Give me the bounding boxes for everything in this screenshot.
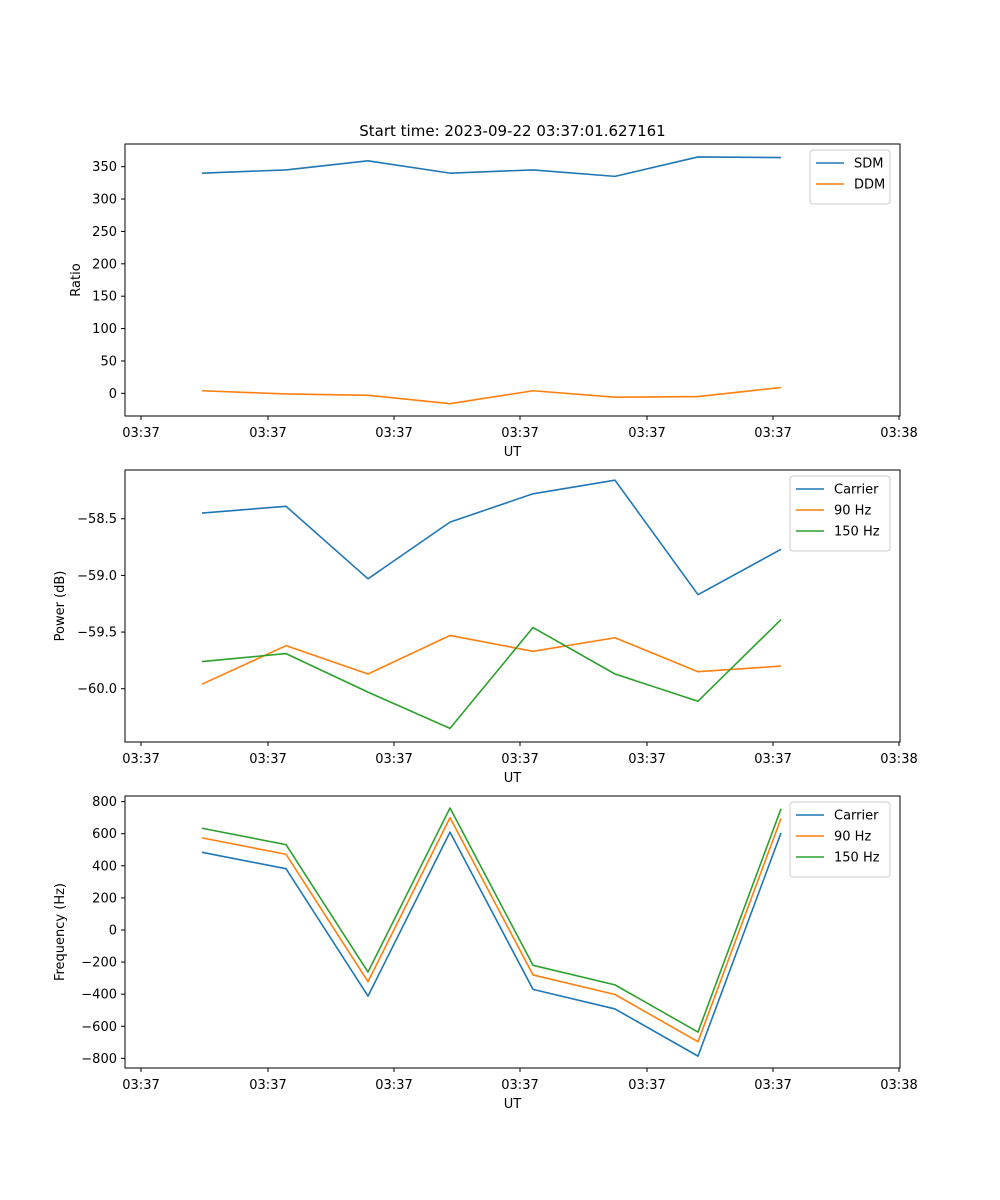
y-tick-label: 350 (92, 160, 117, 175)
legend-entry-label: 90 Hz (834, 504, 871, 519)
y-tick-label: 100 (92, 322, 117, 337)
x-tick-label: 03:37 (122, 1078, 159, 1093)
series-line-150-hz (201, 807, 782, 1033)
x-tick-label: 03:37 (628, 1078, 665, 1093)
y-tick-label: 50 (100, 354, 117, 369)
x-tick-label: 03:37 (122, 426, 159, 441)
y-tick-label: −58.5 (77, 512, 117, 527)
y-axis-label: Ratio (69, 263, 84, 296)
x-tick-label: 03:37 (249, 752, 286, 767)
x-tick-label: 03:38 (880, 426, 917, 441)
chart-panel-2: 03:37 03:37 03:37 03:37 03:37 03:37 03:38 UT −58… (53, 469, 918, 786)
x-tick-label: 03:37 (754, 752, 791, 767)
y-tick-label: −800 (81, 1052, 117, 1067)
x-tick-label: 03:37 (122, 752, 159, 767)
x-axis-label: UT (504, 1097, 522, 1112)
legend: Carrier 90 Hz 150 Hz (789, 801, 891, 878)
x-axis-label: UT (504, 445, 522, 460)
legend-box (789, 801, 891, 878)
series-line-carrier (201, 479, 782, 596)
legend-entry-label: DDM (854, 178, 885, 193)
x-tick-label: 03:38 (880, 752, 917, 767)
x-axis-label: UT (504, 771, 522, 786)
x-tick-label: 03:37 (754, 1078, 791, 1093)
y-tick-label: 250 (92, 225, 117, 240)
y-tick-label: 400 (92, 859, 117, 874)
x-tick-label: 03:38 (880, 1078, 917, 1093)
y-tick-label: 600 (92, 827, 117, 842)
series-line-sdm (201, 156, 782, 178)
legend-box (789, 475, 891, 552)
y-tick-label: 0 (109, 387, 117, 402)
y-axis-label: Frequency (Hz) (53, 883, 68, 981)
axes-frame (124, 795, 901, 1069)
y-tick-label: 0 (109, 923, 117, 938)
legend: SDM DDM (809, 149, 891, 205)
x-tick-label: 03:37 (375, 1078, 412, 1093)
x-tick-label: 03:37 (501, 1078, 538, 1093)
series-line-carrier (201, 831, 782, 1057)
series-line-90-hz (201, 634, 782, 685)
legend-entry-label: 90 Hz (834, 830, 871, 845)
x-tick-label: 03:37 (249, 426, 286, 441)
series-line-ddm (201, 386, 782, 405)
x-tick-label: 03:37 (501, 752, 538, 767)
x-tick-label: 03:37 (249, 1078, 286, 1093)
legend: Carrier 90 Hz 150 Hz (789, 475, 891, 552)
legend-entry-label: 150 Hz (834, 851, 880, 866)
y-tick-label: 150 (92, 290, 117, 305)
x-tick-label: 03:37 (628, 752, 665, 767)
y-tick-label: −59.0 (77, 569, 117, 584)
axes-frame (124, 143, 901, 417)
legend-entry-label: Carrier (834, 483, 879, 498)
x-tick-label: 03:37 (501, 426, 538, 441)
chart-panel-3: 03:37 03:37 03:37 03:37 03:37 03:37 03:38 UT 800… (53, 795, 918, 1112)
y-tick-label: −600 (81, 1020, 117, 1035)
x-tick-label: 03:37 (375, 426, 412, 441)
y-tick-label: 800 (92, 795, 117, 810)
y-tick-label: 300 (92, 193, 117, 208)
y-tick-label: 200 (92, 891, 117, 906)
axes-frame (124, 469, 901, 743)
x-tick-label: 03:37 (375, 752, 412, 767)
legend-entry-label: SDM (854, 157, 883, 172)
y-axis-label: Power (dB) (53, 571, 68, 642)
series-line-90-hz (201, 816, 782, 1043)
y-tick-label: −60.0 (77, 682, 117, 697)
x-tick-label: 03:37 (628, 426, 665, 441)
series-line-150-hz (201, 619, 782, 730)
legend-entry-label: Carrier (834, 809, 879, 824)
legend-entry-label: 150 Hz (834, 525, 880, 540)
chart-panel-1: Start time: 2023-09-22 03:37:01.62716103… (69, 122, 918, 460)
x-tick-label: 03:37 (754, 426, 791, 441)
chart-title: Start time: 2023-09-22 03:37:01.627161 (359, 122, 665, 140)
y-tick-label: −59.5 (77, 626, 117, 641)
y-tick-label: −200 (81, 956, 117, 971)
y-tick-label: 200 (92, 257, 117, 272)
y-tick-label: −400 (81, 988, 117, 1003)
